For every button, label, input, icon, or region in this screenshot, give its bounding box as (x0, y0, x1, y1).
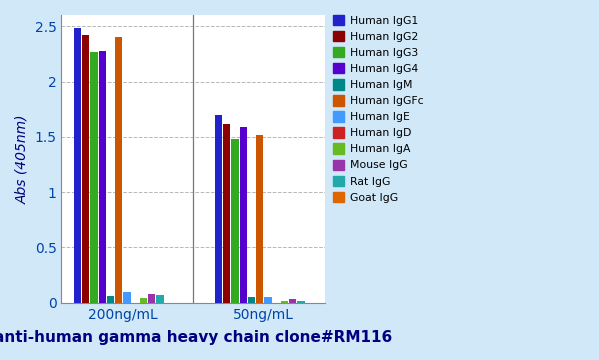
Bar (256, 135, 264, 303)
Bar (115, 37, 122, 303)
Bar (99, 50, 106, 303)
Bar (82, 35, 89, 303)
Bar (74, 28, 81, 303)
Y-axis label: Abs (405nm): Abs (405nm) (15, 114, 29, 204)
Bar (281, 301, 288, 303)
Bar (289, 300, 297, 303)
Bar (223, 123, 231, 303)
Bar (248, 297, 255, 303)
Bar (297, 301, 305, 303)
X-axis label: anti-human gamma heavy chain clone#RM116: anti-human gamma heavy chain clone#RM116 (0, 330, 392, 345)
Bar (215, 115, 222, 303)
Bar (90, 51, 98, 303)
Bar (231, 139, 238, 303)
Bar (123, 292, 131, 303)
Bar (264, 297, 271, 303)
Bar (140, 298, 147, 303)
Bar (107, 296, 114, 303)
Bar (240, 127, 247, 303)
Bar (156, 295, 164, 303)
Legend: Human IgG1, Human IgG2, Human IgG3, Human IgG4, Human IgM, Human IgGFc, Human Ig: Human IgG1, Human IgG2, Human IgG3, Huma… (334, 15, 423, 203)
Bar (148, 294, 155, 303)
